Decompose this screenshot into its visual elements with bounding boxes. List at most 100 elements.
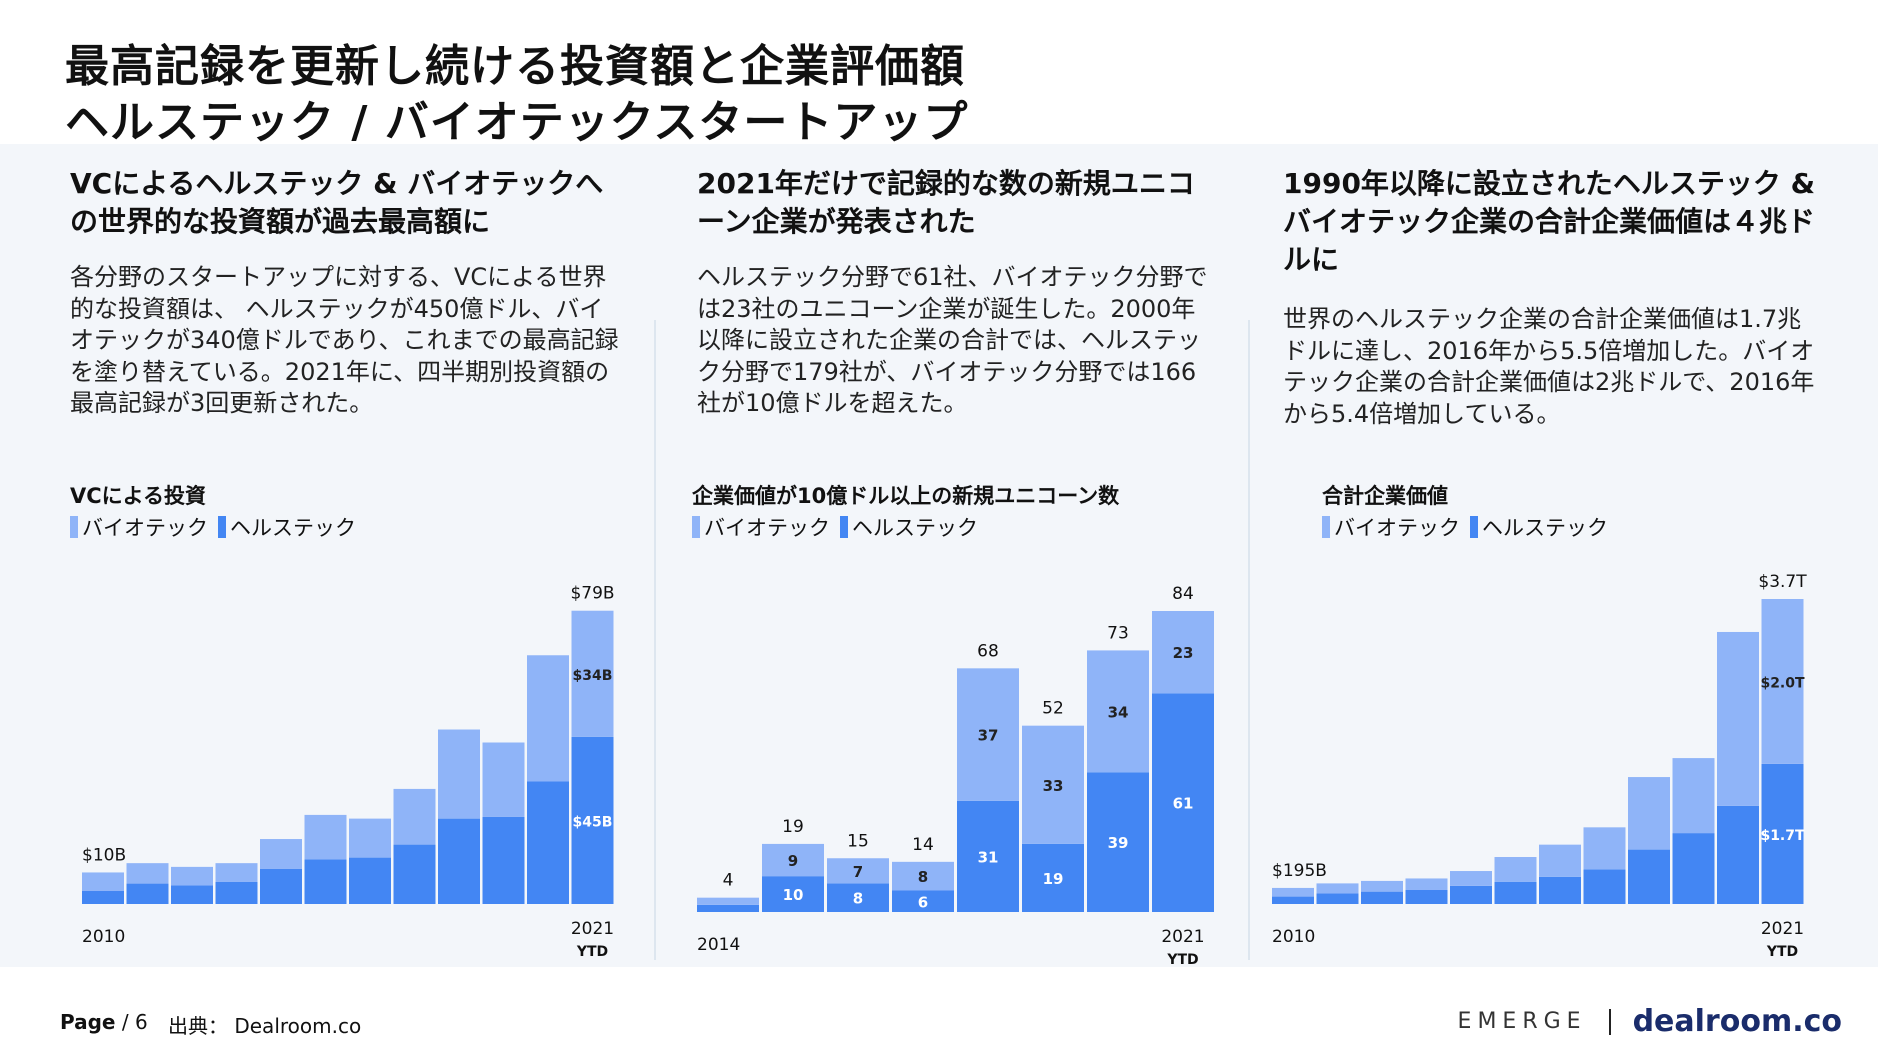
bar-healthtech: [1539, 876, 1581, 904]
bar-biotech: [1087, 650, 1149, 773]
bar-biotech: [1628, 777, 1670, 850]
column-heading: 2021年だけで記録的な数の新規ユニコーン企業が発表された: [697, 167, 1195, 238]
legend-swatch-healthtech: [840, 516, 848, 538]
bar-biotech: [260, 839, 302, 869]
total-value-label: 73: [1107, 623, 1129, 643]
biotech-value-label: $34B: [573, 668, 613, 684]
bar-biotech: [438, 729, 480, 819]
page-number: / 6: [121, 1010, 148, 1034]
chart-title: VCによる投資: [70, 484, 207, 508]
bar-healthtech: [1272, 896, 1314, 904]
total-value-label: 84: [1172, 584, 1194, 604]
bar-healthtech: [762, 876, 824, 912]
x-tick-label: 2014: [697, 935, 740, 955]
bar-biotech: [1361, 880, 1403, 892]
bar-biotech: [1717, 631, 1759, 806]
x-tick-label: 2010: [1272, 927, 1315, 947]
source-note: 出典： Dealroom.co: [168, 1014, 362, 1038]
bar-biotech: [1583, 827, 1626, 870]
total-value-label: 68: [977, 641, 999, 661]
bar-biotech: [215, 863, 258, 882]
legend-swatch-healthtech: [218, 516, 226, 538]
bar-healthtech: [892, 890, 954, 912]
x-tick-label: 2021: [571, 919, 614, 939]
bar-healthtech: [171, 885, 213, 904]
bar-biotech: [349, 818, 391, 858]
biotech-value-label: 33: [1043, 777, 1064, 795]
page-title-line1: 最高記録を更新し続ける投資額と企業評価額: [65, 41, 965, 92]
x-tick-sublabel: YTD: [1166, 952, 1198, 968]
column-body: ヘルステック分野で61社、バイオテック分野では23社のユニコーン企業が誕生した。…: [697, 263, 1208, 417]
total-value-label: 15: [847, 831, 869, 851]
unicorn-chart: 4109198715681431376819335239347361238420…: [697, 584, 1214, 968]
biotech-value-label: 8: [918, 868, 928, 886]
chart-title: 企業価値が10億ドル以上の新規ユニコーン数: [692, 484, 1120, 508]
bar-biotech: [1672, 758, 1715, 834]
legend-label-biotech: バイオテック: [82, 516, 208, 540]
x-tick-sublabel: YTD: [1766, 944, 1798, 960]
total-value-label: 14: [912, 835, 934, 855]
column-divider: [1248, 320, 1250, 960]
bar-biotech: [527, 655, 569, 782]
bar-healthtech: [697, 904, 759, 912]
bar-healthtech: [527, 781, 569, 904]
bar-biotech: [571, 610, 614, 737]
healthtech-value-label: 8: [853, 890, 863, 908]
bar-biotech: [171, 866, 213, 886]
total-value-label: $10B: [82, 845, 126, 865]
column-body: 各分野のスタートアップに対する、VCによる世界的な投資額は、 ヘルステックが45…: [70, 263, 619, 417]
bar-biotech: [1450, 871, 1492, 886]
bar-healthtech: [82, 891, 124, 904]
bar-biotech: [1405, 878, 1448, 890]
bar-biotech: [892, 861, 954, 891]
x-tick-label: 2021: [1761, 919, 1804, 939]
column-heading: VCによるヘルステック & バイオテックへの世界的な投資額が過去最高額に: [70, 167, 604, 238]
bar-biotech: [1316, 883, 1359, 894]
bar-healthtech: [1450, 885, 1492, 904]
column-divider: [654, 320, 656, 960]
healthtech-value-label: $1.7T: [1760, 828, 1805, 844]
legend-label-healthtech: ヘルステック: [852, 516, 978, 540]
bar-biotech: [957, 668, 1019, 801]
biotech-value-label: 37: [978, 727, 999, 745]
bar-biotech: [82, 872, 124, 892]
bar-healthtech: [438, 818, 480, 904]
bar-healthtech: [1672, 833, 1715, 904]
bar-healthtech: [393, 844, 436, 904]
bar-biotech: [1152, 611, 1214, 694]
bar-biotech: [1539, 844, 1581, 877]
chart-legend: バイオテック ヘルステック: [70, 512, 356, 542]
chart-title: 合計企業価値: [1322, 484, 1448, 508]
total-value-label: $195B: [1272, 861, 1327, 881]
healthtech-value-label: $45B: [573, 814, 613, 830]
x-tick-label: 2021: [1161, 927, 1204, 947]
page-indicator: Page / 6: [60, 1010, 148, 1034]
healthtech-value-label: 61: [1173, 795, 1194, 813]
total-value-label: $79B: [570, 584, 614, 604]
enterprise-value-chart: $195B $1.7T $2.0T $3.7T 2010 2021 YTD: [1272, 572, 1807, 960]
legend-label-biotech: バイオテック: [1334, 516, 1460, 540]
bar-biotech: [762, 843, 824, 877]
legend-swatch-biotech: [70, 516, 78, 538]
column-heading: 1990年以降に設立されたヘルステック & バイオテック企業の合計企業価値は４兆…: [1283, 167, 1816, 276]
bar-biotech: [1022, 725, 1084, 844]
bar-healthtech: [349, 857, 391, 904]
biotech-value-label: 7: [853, 863, 863, 881]
dealroom-logo: dealroom.co: [1632, 1004, 1842, 1039]
healthtech-value-label: 31: [978, 848, 999, 866]
healthtech-value-label: 39: [1108, 834, 1129, 852]
chart-legend: バイオテック ヘルステック: [692, 512, 978, 542]
biotech-value-label: $2.0T: [1760, 675, 1805, 691]
bar-healthtech: [1761, 763, 1804, 904]
bar-healthtech: [482, 816, 525, 904]
bar-biotech: [827, 858, 889, 884]
bar-healthtech: [1494, 881, 1537, 904]
biotech-value-label: 9: [788, 852, 798, 870]
bar-biotech: [482, 742, 525, 817]
bar-biotech: [697, 897, 759, 905]
chart-legend: バイオテック ヘルステック: [1322, 512, 1608, 542]
bar-healthtech: [260, 868, 302, 904]
total-value-label: $3.7T: [1758, 572, 1807, 592]
total-value-label: 52: [1042, 699, 1064, 719]
total-value-label: 4: [723, 871, 734, 891]
